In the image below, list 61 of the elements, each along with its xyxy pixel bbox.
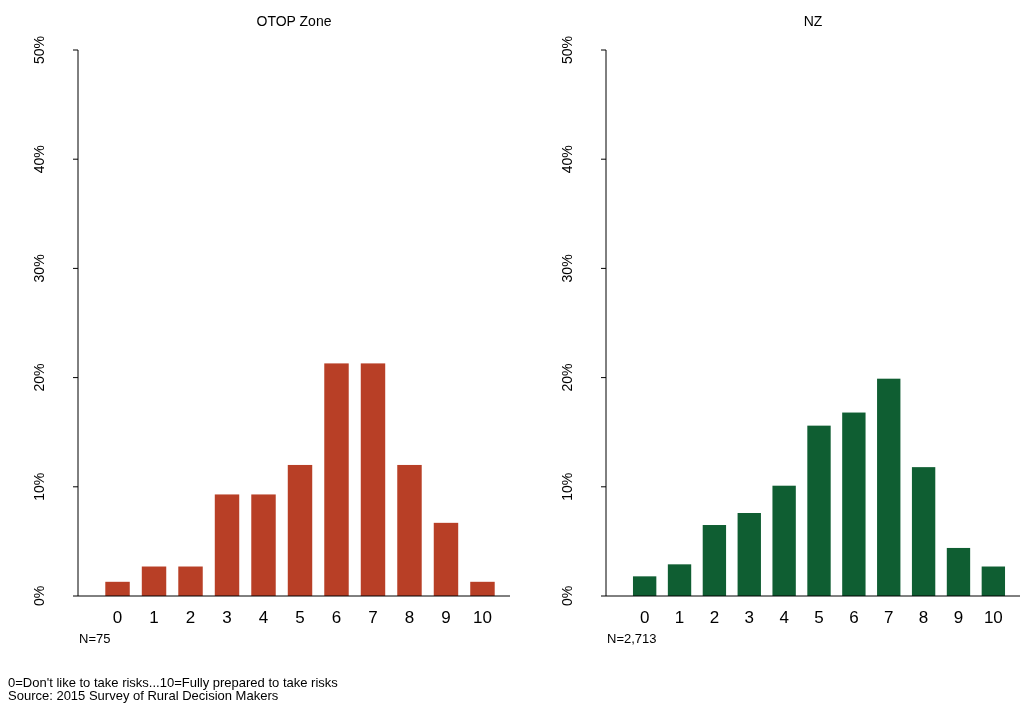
y-tick-label: 0% bbox=[30, 585, 47, 607]
x-tick-label: 3 bbox=[222, 608, 232, 627]
bar bbox=[287, 464, 313, 596]
bar bbox=[397, 464, 422, 596]
x-tick-label: 10 bbox=[983, 608, 1003, 627]
bar bbox=[911, 467, 936, 596]
x-tick-label: 1 bbox=[674, 608, 685, 627]
bar bbox=[667, 564, 692, 596]
bar bbox=[737, 513, 761, 596]
bar bbox=[772, 485, 796, 596]
bar bbox=[105, 581, 130, 596]
x-tick-label: 2 bbox=[185, 608, 196, 627]
y-tick-label: 10% bbox=[558, 472, 575, 501]
y-tick-label: 50% bbox=[558, 35, 575, 65]
x-tick-label: 6 bbox=[331, 608, 342, 627]
y-tick-label: 20% bbox=[558, 363, 575, 392]
y-tick-label: 50% bbox=[30, 35, 47, 65]
text: N=75 bbox=[79, 631, 111, 646]
bar bbox=[877, 378, 901, 596]
x-tick-label: 10 bbox=[473, 608, 492, 627]
x-tick-label: 1 bbox=[149, 608, 159, 627]
bar bbox=[141, 566, 167, 596]
text: 0=Don't like to take risks...10=Fully prepared to take risks bbox=[8, 675, 339, 690]
x-tick-label: 7 bbox=[368, 608, 378, 627]
x-tick-label: 3 bbox=[744, 608, 754, 627]
y-tick-label: 30% bbox=[558, 254, 575, 283]
bar bbox=[251, 494, 276, 596]
bar bbox=[946, 547, 971, 596]
x-tick-label: 4 bbox=[258, 608, 269, 627]
y-tick-label: 10% bbox=[30, 472, 47, 501]
x-tick-label: 2 bbox=[709, 608, 720, 627]
y-tick-label: 0% bbox=[558, 585, 575, 607]
x-tick-label: 0 bbox=[639, 608, 650, 627]
chart-title: NZ bbox=[803, 13, 823, 29]
y-tick-label: 20% bbox=[30, 363, 47, 392]
text: N=2,713 bbox=[607, 631, 657, 646]
bar bbox=[702, 525, 727, 596]
bar bbox=[324, 363, 349, 596]
bar bbox=[842, 412, 866, 596]
y-tick-label: 40% bbox=[558, 145, 575, 174]
x-tick-label: 5 bbox=[814, 608, 824, 627]
x-tick-label: 0 bbox=[112, 608, 123, 627]
chart-title: OTOP Zone bbox=[256, 13, 332, 29]
x-tick-label: 7 bbox=[884, 608, 894, 627]
x-tick-label: 8 bbox=[404, 608, 415, 627]
bar bbox=[981, 566, 1006, 596]
x-tick-label: 4 bbox=[779, 608, 789, 627]
y-tick-label: 40% bbox=[30, 145, 47, 174]
y-tick-label: 30% bbox=[30, 254, 47, 283]
x-tick-label: 9 bbox=[441, 608, 451, 627]
x-tick-label: 9 bbox=[953, 608, 964, 627]
bar bbox=[178, 566, 203, 596]
bar bbox=[470, 581, 495, 596]
x-tick-label: 6 bbox=[849, 608, 859, 627]
bar bbox=[214, 494, 240, 596]
bar bbox=[360, 363, 386, 596]
x-tick-label: 8 bbox=[918, 608, 929, 627]
bar bbox=[807, 425, 831, 596]
x-tick-label: 5 bbox=[295, 608, 305, 627]
bar bbox=[433, 522, 459, 596]
bar bbox=[632, 576, 657, 596]
